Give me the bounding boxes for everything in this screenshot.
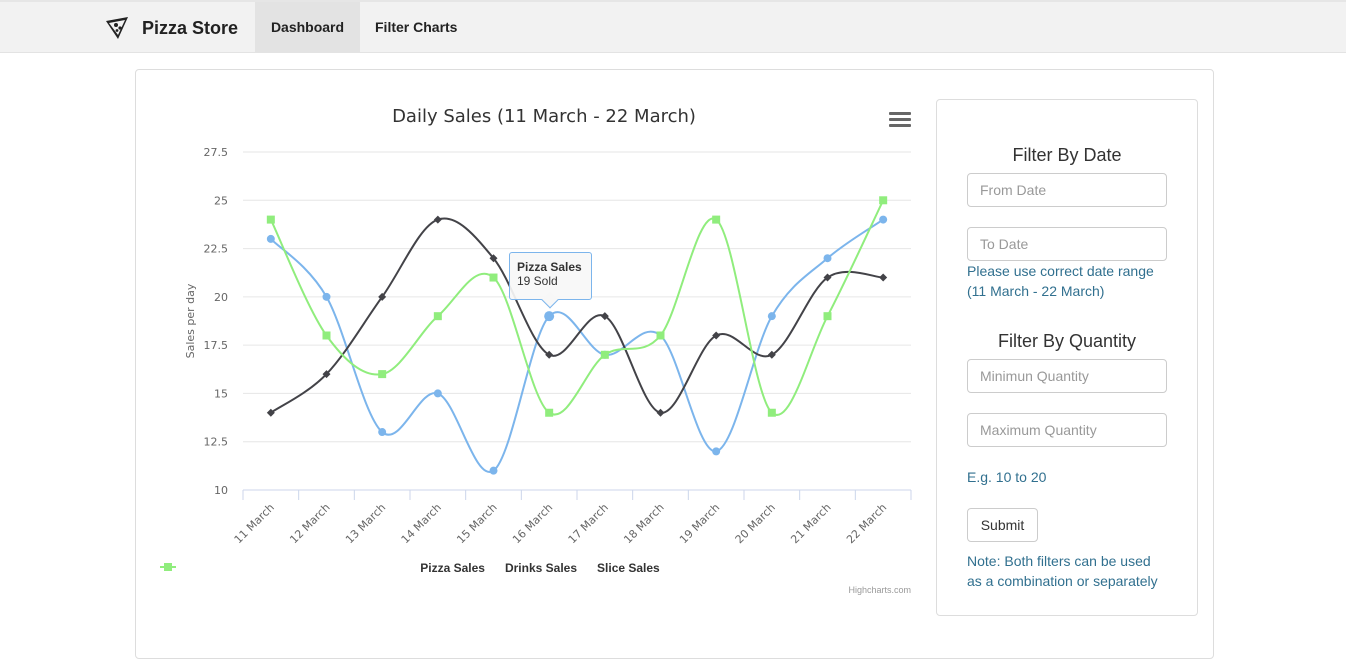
- data-point: [767, 312, 776, 321]
- y-tick-label: 27.5: [204, 146, 229, 159]
- chart-legend: Pizza Sales Drinks Sales Slice Sales: [160, 561, 920, 575]
- data-point: [712, 447, 721, 456]
- data-point: [322, 292, 331, 301]
- note-line-2: as a combination or separately: [967, 573, 1158, 589]
- from-date-input[interactable]: [967, 173, 1167, 207]
- x-tick-label: 17 March: [566, 501, 611, 546]
- data-point: [545, 408, 554, 417]
- x-tick-label: 16 March: [510, 501, 555, 546]
- y-tick-label: 25: [214, 194, 228, 207]
- sales-chart: Daily Sales (11 March - 22 March) 10 12.5 1…: [160, 95, 920, 605]
- legend-item[interactable]: Pizza Sales: [160, 561, 485, 575]
- legend-symbol: [160, 563, 176, 571]
- nav-dashboard[interactable]: Dashboard: [255, 2, 360, 53]
- series-line-1: [270, 217, 884, 414]
- data-point: [656, 408, 665, 417]
- y-tick-label: 17.5: [204, 339, 229, 352]
- y-axis-label: Sales per day: [184, 283, 197, 358]
- chart-tooltip: Pizza Sales 19 Sold: [509, 252, 592, 309]
- filter-panel: Filter By Date Please use correct date r…: [936, 99, 1198, 616]
- nav-filter-charts[interactable]: Filter Charts: [375, 19, 458, 35]
- data-point: [823, 312, 832, 321]
- note-line-1: Note: Both filters can be used: [967, 553, 1151, 569]
- y-tick-label: 15: [214, 387, 228, 400]
- data-point: [322, 331, 331, 340]
- x-tick-label: 21 March: [788, 501, 833, 546]
- x-tick-label: 15 March: [454, 501, 499, 546]
- data-point: [378, 292, 387, 301]
- data-point: [545, 350, 554, 359]
- data-point: [433, 312, 442, 321]
- data-point: [600, 350, 609, 359]
- filter-quantity-title: Filter By Quantity: [997, 331, 1137, 351]
- legend-label: Pizza Sales: [420, 561, 485, 575]
- tooltip-title: Pizza Sales: [517, 260, 582, 274]
- filter-date-title: Filter By Date: [1012, 145, 1122, 165]
- data-point: [600, 312, 609, 321]
- x-tick-label: 18 March: [621, 501, 666, 546]
- x-tick-label: 19 March: [677, 501, 722, 546]
- series-line-2: [269, 199, 885, 416]
- data-point: [433, 389, 442, 398]
- data-point: [489, 273, 498, 282]
- date-help-line-1: Please use correct date range: [967, 263, 1154, 279]
- data-point: [489, 466, 498, 475]
- quantity-help: E.g. 10 to 20: [967, 469, 1047, 485]
- data-point: [879, 273, 888, 282]
- data-point: [767, 408, 776, 417]
- y-tick-label: 20: [214, 291, 228, 304]
- top-navbar: Pizza Store Dashboard Filter Charts: [0, 0, 1346, 53]
- data-point: [489, 254, 498, 263]
- data-point: [378, 370, 387, 379]
- series-line-0: [270, 218, 884, 473]
- x-tick-label: 20 March: [733, 501, 778, 546]
- max-quantity-input[interactable]: [967, 413, 1167, 447]
- min-quantity-input[interactable]: [967, 359, 1167, 393]
- data-point: [266, 215, 275, 224]
- to-date-input[interactable]: [967, 227, 1167, 261]
- y-tick-label: 22.5: [204, 243, 229, 256]
- y-tick-label: 10: [214, 484, 228, 497]
- data-point: [767, 350, 776, 359]
- legend-item[interactable]: Slice Sales: [160, 561, 660, 575]
- data-point: [823, 273, 832, 282]
- chart-credits[interactable]: Highcharts.com: [848, 585, 911, 595]
- data-point: [378, 428, 387, 437]
- x-tick-label: 11 March: [232, 501, 277, 546]
- legend-item[interactable]: Drinks Sales: [160, 561, 578, 575]
- x-tick-label: 22 March: [844, 501, 889, 546]
- data-point: [879, 196, 888, 205]
- legend-label: Slice Sales: [597, 561, 660, 575]
- app-name: Pizza Store: [142, 17, 239, 38]
- legend-label: Drinks Sales: [504, 561, 578, 575]
- y-tick-label: 12.5: [204, 436, 229, 449]
- data-point: [322, 370, 331, 379]
- brand-link[interactable]: Pizza Store: [104, 15, 238, 41]
- tooltip-value: 19 Sold: [517, 274, 558, 288]
- data-point: [712, 215, 721, 224]
- chart-menu-icon[interactable]: [889, 112, 911, 130]
- data-point: [544, 311, 555, 322]
- data-point: [712, 331, 721, 340]
- chart-canvas: Daily Sales (11 March - 22 March) 10 12.5 1…: [184, 106, 912, 546]
- pizza-slice-icon: [106, 17, 128, 39]
- data-point: [656, 331, 665, 340]
- data-point: [266, 408, 275, 417]
- x-tick-label: 12 March: [287, 501, 332, 546]
- data-point: [823, 254, 832, 263]
- data-point: [266, 234, 275, 243]
- chart-title: Daily Sales (11 March - 22 March): [392, 106, 696, 127]
- date-help-line-2: (11 March - 22 March): [967, 283, 1105, 299]
- submit-button[interactable]: Submit: [967, 508, 1038, 542]
- data-point: [879, 215, 888, 224]
- x-tick-label: 13 March: [343, 501, 388, 546]
- x-tick-label: 14 March: [399, 501, 444, 546]
- data-point: [433, 215, 442, 224]
